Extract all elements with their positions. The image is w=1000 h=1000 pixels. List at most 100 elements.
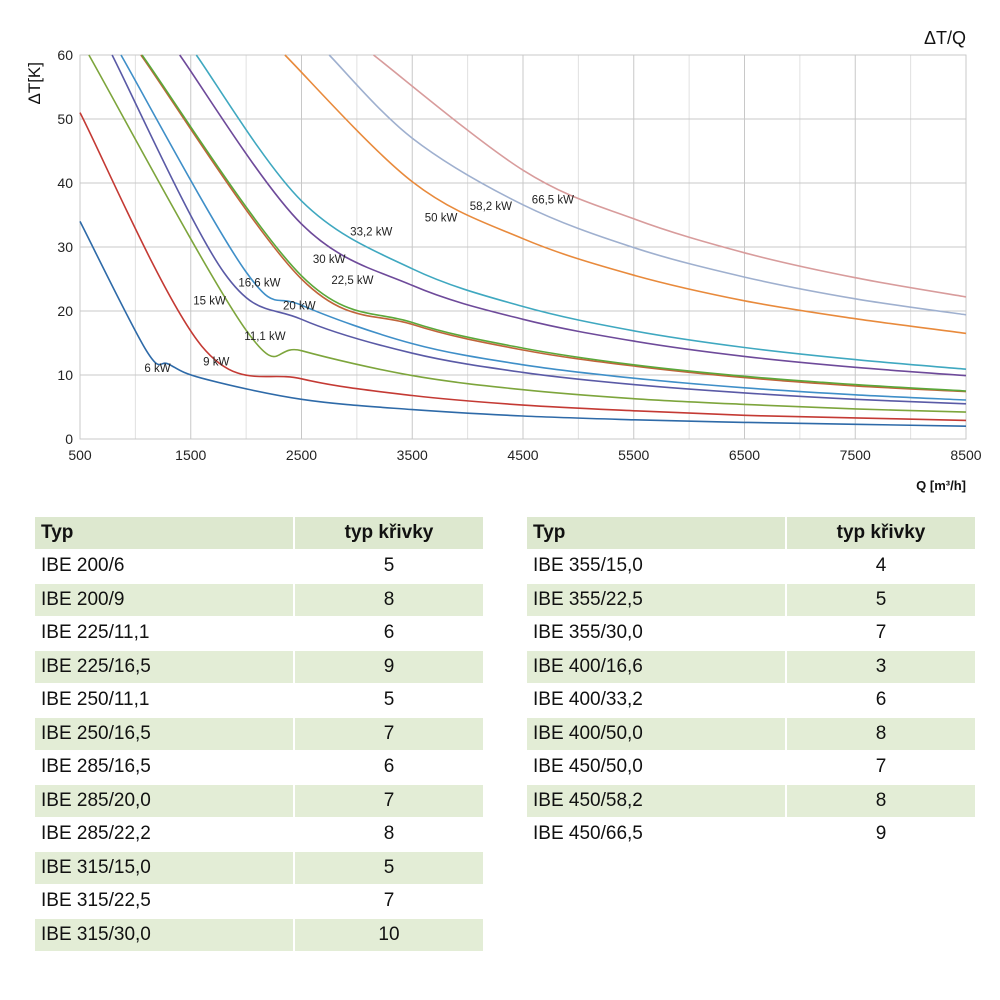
typ-cell: IBE 200/9 [35, 584, 295, 616]
curve-type-cell: 5 [295, 852, 483, 884]
chart-title: ΔT/Q [924, 28, 966, 48]
curve-type-cell: 7 [295, 785, 483, 817]
table-row: IBE 200/6 5 [35, 550, 483, 582]
table-row: IBE 400/50,0 8 [527, 718, 975, 750]
table-row: IBE 225/11,1 6 [35, 617, 483, 649]
typ-cell: IBE 355/22,5 [527, 584, 787, 616]
curve-line [373, 54, 967, 298]
table-row: IBE 285/22,2 8 [35, 818, 483, 850]
table-header-row: Typ typ křivky [527, 517, 975, 549]
x-tick-label: 7500 [840, 447, 871, 463]
curve-type-cell: 5 [383, 555, 395, 577]
table-row: IBE 450/58,2 8 [527, 785, 975, 817]
curve-type-header: typ křivky [295, 517, 483, 549]
typ-cell: IBE 250/11,1 [35, 684, 295, 716]
curve-type-cell: 6 [383, 622, 395, 644]
typ-cell: IBE 200/6 [35, 550, 295, 582]
curve-power-label: 16,6 kW [238, 278, 280, 290]
curve-power-label: 33,2 kW [350, 226, 392, 238]
table-row: IBE 315/30,0 10 [35, 919, 483, 951]
curve-type-cell: 7 [875, 756, 887, 778]
curve-type-table-right: Typ typ křivky IBE 355/15,0 4 IBE 355/22,5… [527, 515, 975, 852]
curve-type-cell: 8 [383, 823, 395, 845]
curve-type-cell: 3 [787, 651, 975, 683]
x-tick-label: 6500 [729, 447, 760, 463]
table-row: IBE 285/16,5 6 [35, 751, 483, 783]
y-tick-label: 10 [57, 367, 73, 383]
curve-line [88, 54, 967, 413]
curve-power-label: 30 kW [313, 254, 346, 266]
curve-type-cell: 8 [787, 718, 975, 750]
curve-type-cell: 7 [295, 718, 483, 750]
curve-type-cell: 9 [295, 651, 483, 683]
typ-cell: IBE 400/33,2 [527, 684, 787, 716]
curve-type-cell: 7 [875, 622, 887, 644]
table-row: IBE 400/33,2 6 [527, 684, 975, 716]
table-row: IBE 285/20,0 7 [35, 785, 483, 817]
curve-line [328, 54, 967, 316]
table-row: IBE 450/66,5 9 [527, 818, 975, 850]
curve-power-label: 15 kW [193, 296, 226, 308]
typ-cell: IBE 285/22,2 [35, 818, 295, 850]
y-tick-label: 30 [57, 239, 73, 255]
typ-cell: IBE 315/15,0 [35, 852, 295, 884]
curve-power-label: 22,5 kW [331, 275, 373, 287]
curve-power-label: 66,5 kW [532, 194, 574, 206]
x-tick-label: 5500 [618, 447, 649, 463]
curve-type-cell: 5 [787, 584, 975, 616]
table-row: IBE 450/50,0 7 [527, 751, 975, 783]
y-tick-label: 0 [65, 431, 73, 447]
typ-cell: IBE 250/16,5 [35, 718, 295, 750]
typ-cell: IBE 315/30,0 [35, 919, 295, 951]
typ-cell: IBE 225/16,5 [35, 651, 295, 683]
typ-cell: IBE 225/11,1 [35, 617, 295, 649]
curve-line [140, 54, 967, 393]
curve-line [79, 221, 967, 427]
chart-tick-labels: 500 1500 2500 3500 4500 5500 6500 7500 8500 0 10 20… [57, 47, 981, 463]
typ-cell: IBE 355/30,0 [527, 617, 787, 649]
typ-cell: IBE 315/22,5 [35, 885, 295, 917]
x-tick-label: 4500 [507, 447, 538, 463]
typ-cell: IBE 400/50,0 [527, 718, 787, 750]
curve-power-label: 9 kW [203, 356, 229, 368]
table-row: IBE 225/16,5 9 [35, 651, 483, 683]
curve-line [179, 54, 967, 377]
curve-line [120, 54, 967, 401]
curve-type-cell: 6 [383, 756, 395, 778]
x-tick-label: 8500 [950, 447, 981, 463]
table-row: IBE 355/22,5 5 [527, 584, 975, 616]
curve-type-cell: 9 [875, 823, 887, 845]
curve-type-cell: 4 [875, 555, 887, 577]
curve-type-cell: 8 [295, 584, 483, 616]
curve-type-header: typ křivky [787, 517, 975, 549]
curve-power-label: 50 kW [425, 212, 458, 224]
typ-cell: IBE 450/66,5 [527, 818, 787, 850]
x-axis-label: Q [m³/h] [916, 478, 966, 493]
curve-line [284, 54, 967, 335]
typ-cell: IBE 285/20,0 [35, 785, 295, 817]
typ-header: Typ [527, 517, 787, 549]
curve-line [79, 112, 967, 422]
x-tick-label: 1500 [175, 447, 206, 463]
curve-type-cell: 5 [383, 689, 395, 711]
x-tick-label: 2500 [286, 447, 317, 463]
curve-type-cell: 10 [295, 919, 483, 951]
table-row: IBE 400/16,6 3 [527, 651, 975, 683]
typ-header: Typ [35, 517, 295, 549]
curve-line [195, 54, 967, 370]
curve-power-label: 11,1 kW [244, 331, 285, 343]
table-row: IBE 355/30,0 7 [527, 617, 975, 649]
typ-cell: IBE 400/16,6 [527, 651, 787, 683]
y-tick-label: 60 [57, 47, 73, 63]
curve-type-table-left: Typ typ křivky IBE 200/6 5 IBE 200/9 8 IBE 2… [35, 515, 483, 953]
table-header-row: Typ typ křivky [35, 517, 483, 549]
curve-line [141, 54, 967, 392]
table-row: IBE 250/11,1 5 [35, 684, 483, 716]
x-tick-label: 3500 [397, 447, 428, 463]
curve-power-label: 20 kW [283, 301, 316, 313]
y-tick-label: 50 [57, 111, 73, 127]
curve-line [111, 54, 967, 405]
table-row: IBE 355/15,0 4 [527, 550, 975, 582]
